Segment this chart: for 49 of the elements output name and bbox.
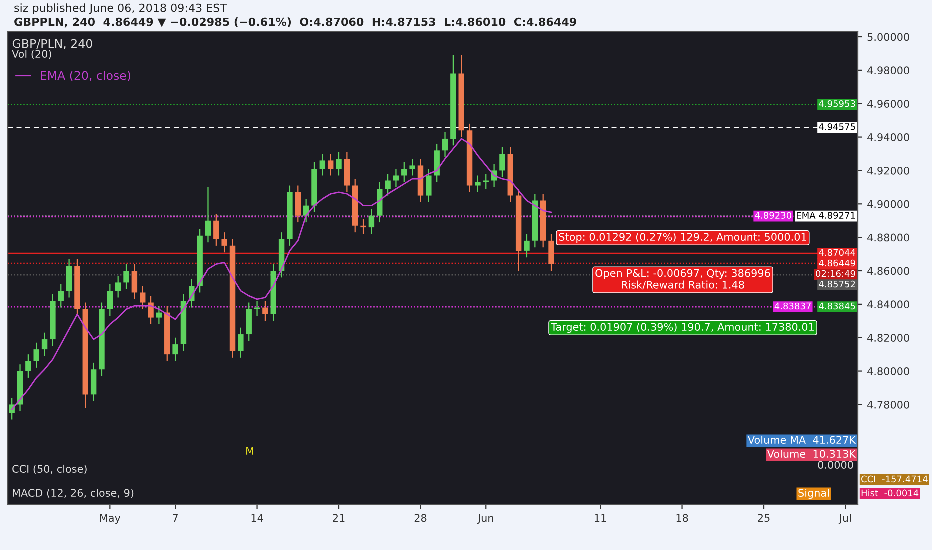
text: Hist -0.0014 (862, 490, 919, 497)
annotation: MACD (12, 26, close, 9) (13, 488, 134, 498)
annotation: Volume MA 41.627K (748, 436, 856, 444)
annotation: Volume 10.313K (767, 450, 856, 458)
x-tick-label: 11 (595, 514, 606, 522)
legend-label: EMA (20, close) (41, 71, 130, 82)
y-tick-label: 4.84000 (868, 300, 910, 309)
annotation: Vol (20) (12, 50, 52, 60)
chart-subtitle: siz published June 06, 2018 09:43 EST (14, 4, 227, 14)
annotation: Target: 0.01907 (0.39%) 190.7, Amount: 17380.01 (551, 322, 814, 334)
y-tick-label: 4.90000 (868, 200, 910, 208)
annotation: Open P&L: -0.00697, Qty: 386996 Risk/Reward Ratio: 1.48 (596, 269, 770, 290)
annotation: M (246, 447, 254, 455)
ref-line-label: 4.94575 (819, 123, 856, 130)
annotation: CCI (50, close) (12, 464, 87, 474)
x-tick-label: 25 (758, 514, 770, 522)
text: GBPPLN, 240 4.86449 ▼ −0.02985 (−0.61%) O:4.87060 H:4.87153 L:4.86010 C:4.86449 (14, 18, 576, 28)
y-tick-label: 4.78000 (868, 400, 910, 409)
annotation: 0.0000 (818, 461, 854, 470)
y-tick-label: 4.82000 (868, 334, 910, 342)
x-tick-label: May (100, 514, 121, 524)
x-tick-label: 18 (676, 514, 688, 522)
ref-line-label: 4.89230 (755, 212, 792, 219)
y-tick-label: 4.86000 (868, 267, 910, 276)
ref-line-label: 4.87044 (819, 249, 856, 256)
annotation: Stop: 0.01292 (0.27%) 129.2, Amount: 5000.01 (559, 232, 806, 244)
annotation: Signal (798, 488, 830, 500)
ref-line-label: 4.95953 (819, 100, 856, 108)
x-tick-label: 28 (414, 514, 427, 522)
x-tick-label: 14 (252, 514, 264, 522)
y-tick-label: 4.94000 (868, 134, 910, 142)
ref-line-label: 4.83837 (774, 302, 811, 310)
y-tick-label: 5.00000 (868, 33, 910, 42)
ref-line-label: 4.83845 (819, 302, 856, 310)
annotation: 02:16:49 (816, 270, 856, 278)
y-tick-label: 4.80000 (868, 368, 910, 376)
x-tick-label: 21 (333, 514, 345, 522)
ref-line-label: 4.86449 (819, 260, 856, 267)
x-tick-label: Jul (838, 514, 852, 524)
y-tick-label: 4.92000 (868, 166, 910, 175)
y-tick-label: 4.98000 (868, 66, 910, 75)
ref-line-label: EMA 4.89271 (797, 212, 856, 219)
x-tick-label: 7 (173, 514, 178, 522)
text: GBP/PLN, 240 (12, 39, 92, 50)
ref-line-label: 4.85752 (819, 280, 856, 288)
x-tick-label: Jun (477, 514, 494, 524)
y-tick-label: 4.96000 (868, 100, 910, 108)
text: CCI -157.4714 (862, 476, 928, 483)
y-tick-label: 4.88000 (868, 234, 910, 242)
